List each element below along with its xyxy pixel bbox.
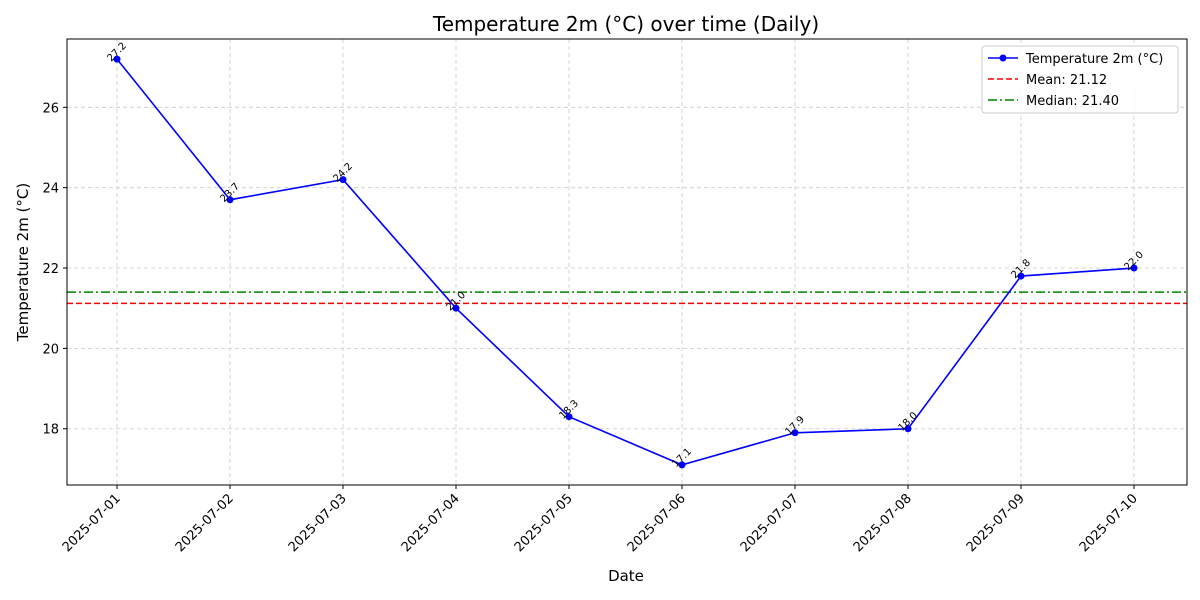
x-tick-label: 2025-07-08	[851, 491, 915, 555]
x-tick-label: 2025-07-07	[738, 491, 802, 555]
data-point	[339, 176, 347, 184]
y-tick-label: 26	[42, 101, 59, 116]
x-tick-label: 2025-07-03	[286, 491, 350, 555]
legend-box	[981, 45, 1179, 114]
x-axis-label: Date	[608, 567, 644, 585]
data-point	[791, 429, 799, 437]
temperature-line	[116, 58, 1135, 466]
y-axis-label: Temperature 2m (°C)	[14, 183, 32, 342]
x-tick-label: 2025-07-06	[625, 491, 689, 555]
y-tick-label: 18	[42, 423, 59, 438]
x-tick-label: 2025-07-04	[399, 491, 463, 555]
data-point	[1017, 272, 1025, 280]
legend-entry-temperature-marker	[999, 54, 1007, 62]
x-tick-label: 2025-07-02	[173, 491, 237, 555]
data-point	[452, 304, 460, 312]
y-axis-ticks: 18 20 22 24 26	[42, 101, 67, 438]
reference-lines	[67, 291, 1187, 305]
legend-entry-median: Median: 21.40	[1026, 94, 1119, 109]
data-point	[113, 55, 121, 63]
data-point	[904, 425, 912, 433]
legend-entry-temperature: Temperature 2m (°C)	[1025, 52, 1163, 67]
x-tick-label: 2025-07-01	[60, 491, 124, 555]
y-tick-label: 24	[42, 182, 59, 197]
legend: Temperature 2m (°C) Mean: 21.12 Median: 21…	[981, 45, 1179, 114]
series	[113, 55, 1138, 469]
x-tick-label: 2025-07-09	[964, 491, 1028, 555]
x-tick-label: 2025-07-05	[512, 491, 576, 555]
data-point	[678, 461, 686, 469]
data-point	[565, 413, 573, 421]
y-tick-label: 20	[42, 342, 59, 357]
x-axis-ticks: 2025-07-01 2025-07-02 2025-07-03 2025-07-04…	[60, 485, 1141, 555]
data-point	[226, 196, 234, 204]
y-tick-label: 22	[42, 262, 59, 277]
legend-entry-mean: Mean: 21.12	[1026, 73, 1107, 88]
data-point	[1130, 264, 1138, 272]
x-tick-label: 2025-07-10	[1077, 491, 1141, 555]
chart-title: Temperature 2m (°C) over time (Daily)	[432, 12, 819, 36]
plot-area	[66, 38, 1188, 486]
